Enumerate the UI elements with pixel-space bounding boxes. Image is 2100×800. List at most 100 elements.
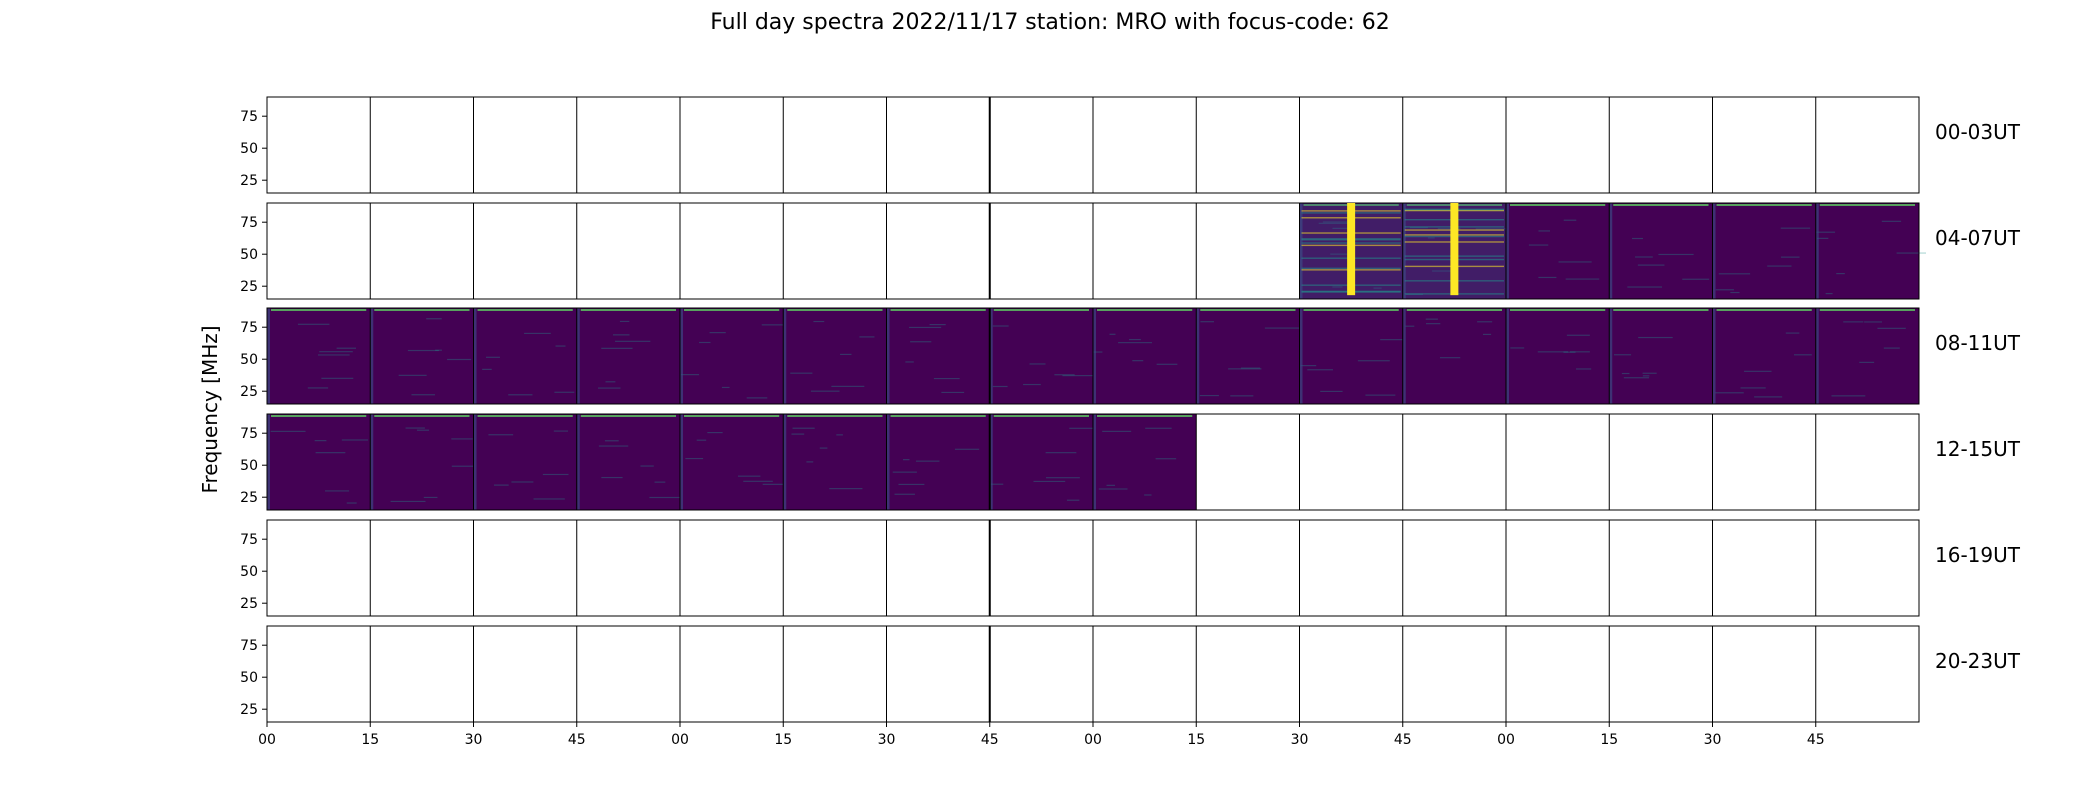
row-label: 08-11UT [1935, 331, 2021, 355]
noise-streak [1510, 347, 1525, 349]
noise-streak [761, 324, 789, 326]
noise-streak [601, 476, 623, 479]
spectrogram-panel [1402, 308, 1506, 404]
noise-streak [1144, 494, 1152, 496]
noise-streak [1405, 325, 1415, 327]
noise-streak [1155, 458, 1177, 460]
noise-streak [1566, 334, 1590, 336]
panel-edge-texture [1402, 203, 1406, 299]
noise-streak [612, 334, 630, 336]
noise-streak [601, 347, 633, 349]
noise-streak [791, 433, 805, 435]
noise-streak [649, 496, 684, 499]
noise-streak [806, 461, 814, 463]
rfi-band [271, 309, 367, 311]
noise-streak [909, 326, 942, 329]
noise-streak [1330, 253, 1355, 255]
noise-streak [524, 332, 551, 335]
noise-streak [1565, 278, 1600, 280]
y-tick-label: 75 [240, 215, 258, 231]
y-tick-label: 25 [240, 384, 258, 400]
noise-streak [680, 374, 700, 376]
spectrogram-panel [886, 414, 990, 510]
y-tick-label: 75 [240, 532, 258, 548]
noise-streak [1528, 244, 1549, 246]
panel-edge-texture [783, 414, 787, 510]
noise-streak [319, 351, 353, 353]
noise-streak [859, 336, 875, 338]
noise-streak [619, 320, 630, 323]
row-label: 12-15UT [1935, 437, 2021, 461]
rfi-band [1406, 309, 1502, 311]
spectrogram-panel [473, 414, 577, 510]
noise-streak [1815, 231, 1836, 233]
rfi-band [1510, 309, 1606, 311]
rfi-band [890, 309, 986, 311]
panel-edge-texture [886, 414, 890, 510]
noise-streak [605, 381, 616, 383]
noise-streak [721, 386, 730, 389]
noise-streak [1831, 395, 1866, 397]
spectrogram-panel [1506, 308, 1610, 404]
rfi-band [1510, 204, 1606, 206]
panel-edge-texture [989, 414, 993, 510]
rfi-band [684, 309, 780, 311]
noise-streak [1365, 394, 1396, 396]
x-tick-label: 30 [465, 732, 483, 748]
panel-edge-texture [473, 414, 477, 510]
noise-streak [1538, 230, 1551, 232]
spectrogram-panel [576, 414, 680, 510]
rfi-band [993, 415, 1089, 417]
noise-streak [341, 439, 368, 441]
rfi-band [580, 309, 676, 311]
y-tick-label: 25 [240, 702, 258, 718]
noise-streak [314, 440, 327, 442]
noise-streak [1332, 227, 1354, 229]
rfi-band [1303, 309, 1399, 311]
noise-streak [1642, 375, 1650, 377]
noise-streak [1023, 383, 1041, 386]
noise-streak [1069, 427, 1093, 429]
panel-edge-texture [1506, 203, 1509, 299]
noise-streak [990, 483, 1004, 485]
panel-edge-texture [783, 308, 787, 404]
noise-streak [1715, 392, 1744, 394]
panel-edge-texture [370, 414, 374, 510]
y-tick-label: 50 [240, 352, 258, 368]
noise-streak [1614, 354, 1632, 356]
noise-streak [390, 500, 426, 503]
spectrogram-panel [1712, 308, 1816, 404]
panel-edge-texture [1402, 308, 1406, 404]
noise-streak [1563, 351, 1576, 353]
noise-streak [707, 431, 723, 434]
noise-streak [1054, 374, 1075, 376]
panel-edge-texture [370, 308, 374, 404]
noise-streak [346, 502, 357, 504]
noise-streak [493, 484, 509, 486]
noise-streak [743, 480, 773, 482]
noise-streak [654, 481, 666, 483]
noise-streak [1877, 327, 1906, 329]
panel-edge-texture [1815, 203, 1819, 299]
noise-streak [1843, 321, 1864, 323]
y-tick-label: 50 [240, 458, 258, 474]
noise-streak [762, 483, 797, 485]
noise-streak [1825, 292, 1833, 295]
noise-streak [1425, 323, 1441, 325]
rfi-band [477, 415, 573, 417]
panel-edge-texture [1712, 308, 1716, 404]
spectrogram-panel [267, 308, 371, 404]
row-label: 16-19UT [1935, 543, 2021, 567]
noise-streak [435, 349, 442, 351]
noise-streak [905, 361, 914, 363]
rfi-band [787, 309, 883, 311]
noise-streak [553, 430, 569, 432]
x-tick-label: 45 [981, 732, 999, 748]
noise-streak [1635, 256, 1653, 258]
noise-streak [1102, 430, 1132, 432]
noise-streak [810, 390, 840, 392]
noise-streak [1033, 480, 1066, 483]
noise-streak [324, 490, 350, 492]
spectrogram-panel [783, 308, 887, 404]
